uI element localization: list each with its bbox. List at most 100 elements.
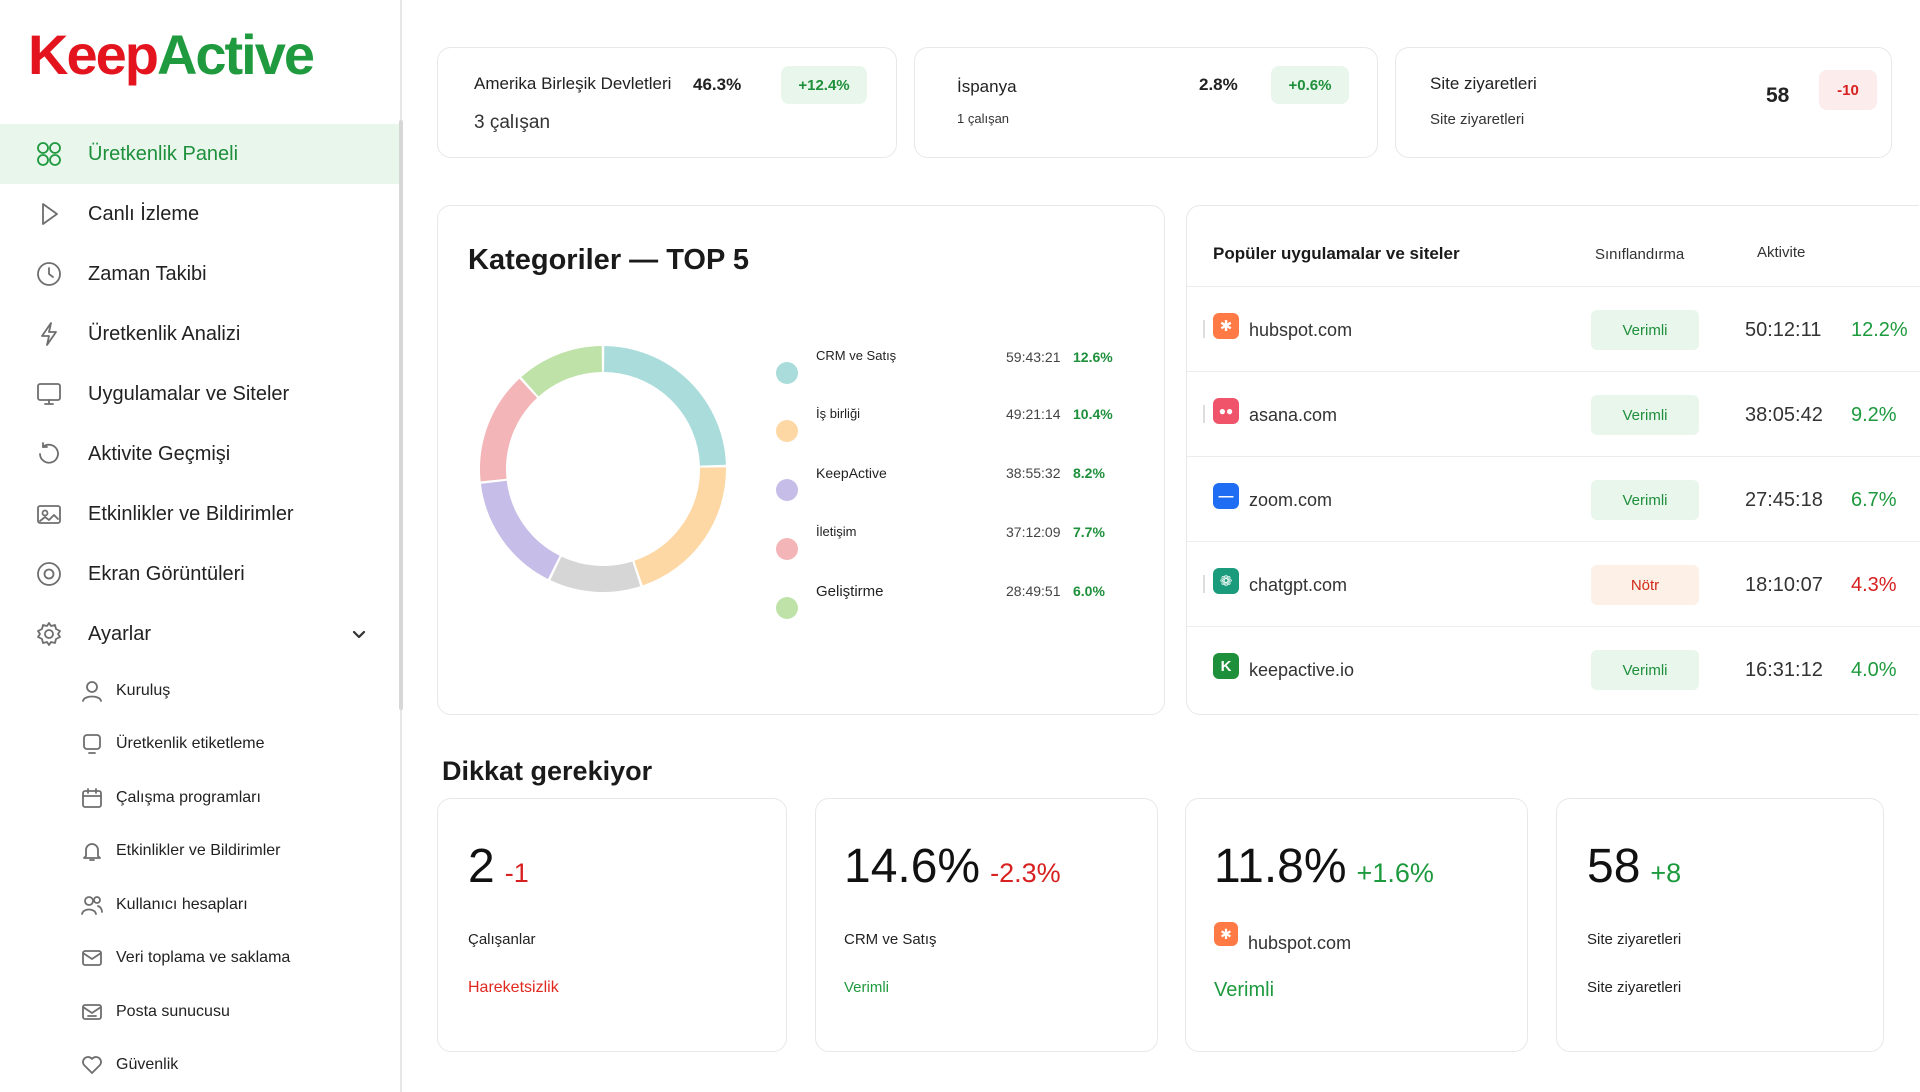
attention-card-employees[interactable]: 2 -1 Çalışanlar Hareketsizlik [437, 798, 787, 1052]
legend-swatch [776, 538, 798, 560]
nav-item-live-monitoring[interactable]: Canlı İzleme [0, 184, 402, 244]
categories-card: Kategoriler — TOP 5 CRM ve Satış 59:43:2… [437, 205, 1165, 715]
nav-item-activity-history[interactable]: Aktivite Geçmişi [0, 424, 402, 484]
legend-time: 38:55:32 [1006, 465, 1061, 481]
legend-share: 7.7% [1073, 524, 1105, 540]
legend-time: 28:49:51 [1006, 583, 1061, 599]
attention-value: 2 -1 [468, 839, 529, 894]
attention-card-site-visits[interactable]: 58 +8 Site ziyaretleri Site ziyaretleri [1556, 798, 1884, 1052]
attention-main-value: 11.8% [1214, 840, 1347, 893]
nav-item-productivity-dashboard[interactable]: Üretkenlik Paneli [0, 124, 402, 184]
brand-logo-part2: Active [156, 23, 315, 86]
events-icon [34, 499, 64, 529]
nav-item-settings[interactable]: Ayarlar [0, 604, 402, 664]
sub-item-events-notifications[interactable]: Etkinlikler ve Bildirimler [0, 825, 402, 879]
app-site-name: zoom.com [1249, 490, 1333, 510]
clock-icon [34, 259, 64, 289]
legend-row[interactable]: Geliştirme 28:49:51 6.0% [776, 571, 1176, 619]
attention-label: hubspot.com [1248, 933, 1352, 953]
camera-icon [34, 559, 64, 589]
stat-card-usa[interactable]: Amerika Birleşik Devletleri 46.3% +12.4%… [437, 47, 897, 158]
lightning-icon [34, 319, 64, 349]
attention-title: Dikkat gerekiyor [442, 756, 653, 786]
sidebar-scrollbar[interactable] [399, 120, 403, 710]
app-site-name: keepactive.io [1249, 660, 1355, 680]
brand-logo-part1: Keep [28, 23, 159, 86]
donut-segment-crm[interactable] [603, 346, 726, 466]
screen-icon [80, 732, 104, 756]
nav-item-screenshots[interactable]: Ekran Görüntüleri [0, 544, 402, 604]
classification-badge[interactable]: Verimli [1591, 650, 1699, 690]
app-row[interactable]: — zoom.com Verimli 27:45:18 6.7% [1187, 456, 1920, 541]
donut-segment-keepactive[interactable] [480, 480, 560, 580]
stat-change-badge: +0.6% [1271, 66, 1349, 104]
app-row[interactable]: ❁ chatgpt.com Nötr 18:10:07 4.3% [1187, 541, 1920, 626]
sub-item-label: Veri toplama ve saklama [116, 949, 291, 967]
sub-item-user-accounts[interactable]: Kullanıcı hesapları [0, 878, 402, 932]
sub-item-productivity-labeling[interactable]: Üretkenlik etiketleme [0, 718, 402, 772]
legend-row[interactable]: KeepActive 38:55:32 8.2% [776, 453, 1176, 501]
hubspot-icon: ✱ [1214, 922, 1238, 946]
donut-segment-other[interactable] [550, 556, 641, 592]
stat-subtitle: 3 çalışan [474, 112, 551, 133]
attention-card-crm[interactable]: 14.6% -2.3% CRM ve Satış Verimli [815, 798, 1158, 1052]
sub-item-label: Kuruluş [116, 681, 171, 699]
legend-name: KeepActive [816, 465, 887, 481]
sub-item-work-schedules[interactable]: Çalışma programları [0, 771, 402, 825]
column-header-classification[interactable]: Sınıflandırma [1595, 246, 1685, 263]
keepactive-icon: K [1213, 653, 1239, 679]
stat-card-site-visits[interactable]: Site ziyaretleri Site ziyaretleri 58 -10 [1395, 47, 1892, 158]
sub-item-mail-server[interactable]: Posta sunucusu [0, 985, 402, 1039]
brand-logo[interactable]: KeepActive [28, 22, 315, 88]
app-row[interactable]: ●● asana.com Verimli 38:05:42 9.2% [1187, 371, 1920, 456]
app-site-name: hubspot.com [1249, 320, 1353, 340]
legend-row[interactable]: İletişim 37:12:09 7.7% [776, 512, 1176, 560]
legend-swatch [776, 420, 798, 442]
stat-title: Site ziyaretleri [1430, 74, 1537, 93]
legend-row[interactable]: İş birliği 49:21:14 10.4% [776, 394, 1176, 442]
app-site-name: chatgpt.com [1249, 575, 1348, 595]
attention-delta: +1.6% [1356, 858, 1434, 888]
zoom-icon: — [1213, 483, 1239, 509]
sub-item-security[interactable]: Güvenlik [0, 1039, 402, 1092]
donut-segment-communication[interactable] [480, 378, 538, 482]
donut-segment-collaboration[interactable] [633, 467, 726, 586]
mail-server-icon [80, 1000, 104, 1024]
activity-share: 4.3% [1851, 574, 1897, 596]
stat-change-badge: -10 [1819, 70, 1877, 110]
nav-item-apps-and-sites[interactable]: Uygulamalar ve Siteler [0, 364, 402, 424]
donut-segment-development[interactable] [521, 346, 603, 397]
grid-icon [34, 139, 64, 169]
sub-item-data-collection[interactable]: Veri toplama ve saklama [0, 932, 402, 986]
nav-item-productivity-analysis[interactable]: Üretkenlik Analizi [0, 304, 402, 364]
row-marker [1203, 575, 1205, 593]
column-header-activity[interactable]: Aktivite [1757, 244, 1806, 261]
sub-item-label: Posta sunucusu [116, 1002, 230, 1020]
app-row[interactable]: ✱ hubspot.com Verimli 50:12:11 12.2% [1187, 286, 1920, 371]
mail-icon [80, 946, 104, 970]
nav-item-time-tracking[interactable]: Zaman Takibi [0, 244, 402, 304]
activity-time: 27:45:18 [1745, 489, 1823, 511]
app-site-name: asana.com [1249, 405, 1338, 425]
legend-row[interactable]: CRM ve Satış 59:43:21 12.6% [776, 336, 1176, 384]
nav-item-events-notifications[interactable]: Etkinlikler ve Bildirimler [0, 484, 402, 544]
nav-item-label: Uygulamalar ve Siteler [88, 382, 290, 405]
activity-time: 16:31:12 [1745, 659, 1823, 681]
app-row[interactable]: K keepactive.io Verimli 16:31:12 4.0% [1187, 626, 1920, 711]
stat-value: 2.8% [1199, 75, 1238, 94]
chatgpt-icon: ❁ [1213, 568, 1239, 594]
legend-swatch [776, 479, 798, 501]
stat-card-spain[interactable]: İspanya 2.8% +0.6% 1 çalışan [914, 47, 1378, 158]
chevron-down-icon[interactable] [350, 625, 368, 643]
classification-badge[interactable]: Verimli [1591, 310, 1699, 350]
legend-share: 12.6% [1073, 349, 1113, 365]
attention-label: Çalışanlar [468, 931, 536, 948]
sub-item-organization[interactable]: Kuruluş [0, 664, 402, 718]
attention-delta: -2.3% [990, 858, 1061, 888]
classification-badge[interactable]: Verimli [1591, 395, 1699, 435]
bell-icon [80, 839, 104, 863]
classification-badge[interactable]: Nötr [1591, 565, 1699, 605]
classification-badge[interactable]: Verimli [1591, 480, 1699, 520]
attention-card-hubspot[interactable]: 11.8% +1.6% ✱ hubspot.com Verimli [1185, 798, 1528, 1052]
hubspot-icon: ✱ [1213, 313, 1239, 339]
